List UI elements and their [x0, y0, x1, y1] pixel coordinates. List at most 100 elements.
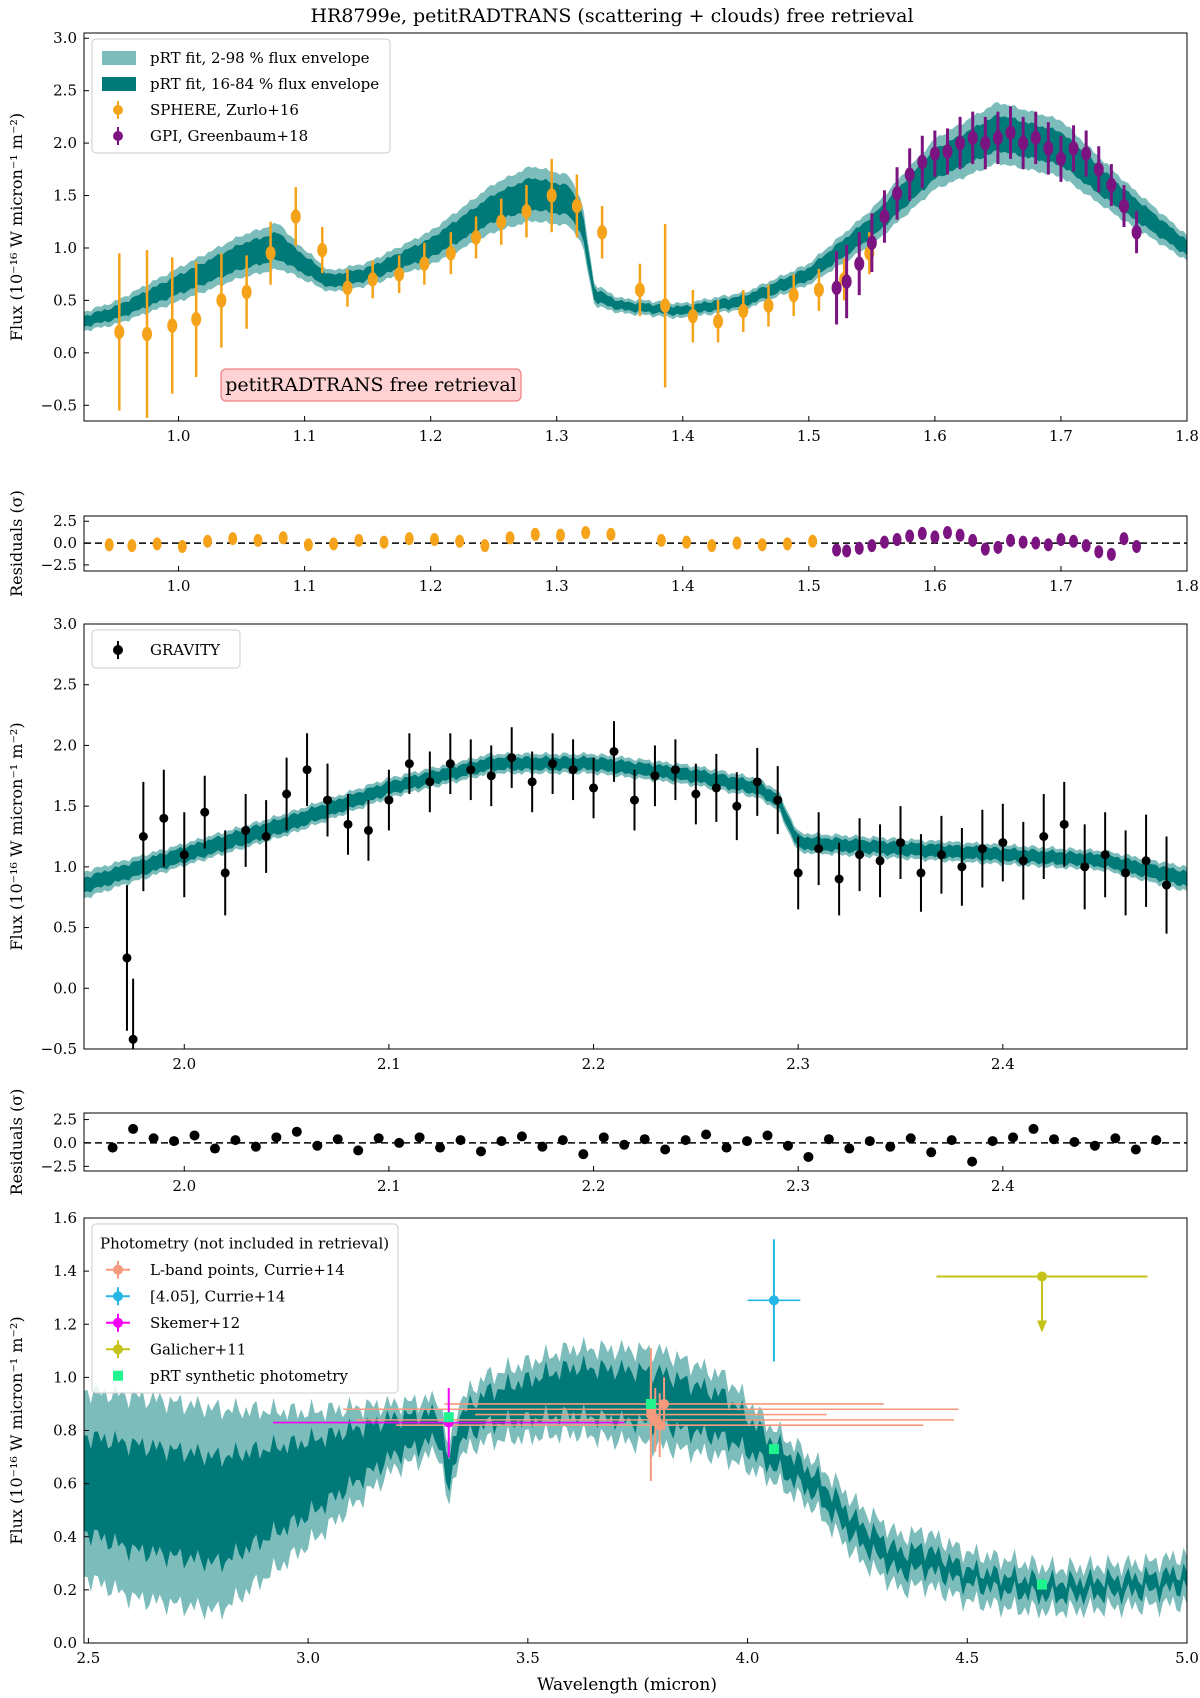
data-point [814, 844, 824, 854]
x-tick-label: 1.5 [797, 427, 821, 445]
x-tick-label: 3.0 [296, 1649, 320, 1667]
data-point [916, 868, 926, 878]
data-point [332, 1134, 343, 1145]
legend-label: Galicher+11 [150, 1340, 246, 1358]
data-point [179, 850, 189, 860]
y-tick-label: 0.5 [53, 291, 77, 309]
data-point [290, 209, 301, 224]
data-point [1056, 533, 1066, 547]
data-point [1089, 1140, 1100, 1151]
data-point [312, 1140, 323, 1151]
data-point [841, 274, 852, 289]
data-point [1131, 224, 1142, 240]
data-point [1069, 1137, 1080, 1147]
y-tick-label: 2.0 [53, 134, 77, 152]
legend-label: Skemer+12 [150, 1314, 240, 1332]
data-point [343, 819, 353, 829]
data-point [721, 1142, 732, 1153]
y-axis-label: Residuals (σ) [7, 1089, 26, 1196]
data-point [1110, 1133, 1121, 1144]
data-point [892, 533, 902, 547]
plot-area [84, 1123, 1187, 1167]
data-point [831, 280, 842, 296]
x-tick-label: 1.1 [293, 427, 317, 445]
data-point [425, 777, 435, 787]
data-point [654, 1420, 665, 1431]
x-tick-label: 2.2 [582, 1177, 606, 1195]
data-point [1130, 1144, 1141, 1155]
legend-box [91, 629, 241, 669]
plot-area [84, 101, 1187, 418]
x-tick-label: 2.3 [786, 1055, 810, 1073]
y-tick-label: 1.2 [53, 1315, 77, 1333]
data-point [701, 1129, 712, 1140]
data-point [782, 537, 792, 551]
data-point [659, 1398, 670, 1409]
data-point [768, 1295, 779, 1306]
data-point [486, 771, 496, 781]
data-point [1119, 532, 1129, 546]
data-point [323, 795, 333, 805]
data-point [568, 765, 578, 775]
data-point [1093, 162, 1104, 177]
data-point [936, 850, 946, 860]
data-point [507, 753, 517, 763]
legend-marker [113, 1264, 123, 1275]
panel4: 2.0 2.1 2.2 2.3 2.4 −2.5 0.0 2.5 Residuals (σ) [7, 1089, 1188, 1196]
data-point [1106, 177, 1117, 193]
data-point [905, 529, 915, 543]
legend-label: pRT fit, 2-98 % flux envelope [150, 49, 370, 67]
x-tick-label: 5.0 [1175, 1649, 1199, 1667]
x-tick-label: 1.6 [923, 427, 947, 445]
data-point [505, 531, 515, 545]
x-tick-label: 4.0 [736, 1649, 760, 1667]
legend-label: pRT fit, 16-84 % flux envelope [150, 75, 379, 93]
data-point [598, 1132, 609, 1143]
y-tick-label: −0.5 [41, 396, 77, 414]
data-point [455, 534, 465, 548]
data-point [1094, 545, 1104, 559]
data-point [1030, 130, 1041, 146]
data-point [682, 535, 692, 549]
data-point [1031, 536, 1041, 550]
data-point [1081, 146, 1092, 161]
plot-area [84, 1239, 1187, 1621]
data-point [844, 1143, 855, 1154]
x-tick-label: 1.5 [797, 577, 821, 595]
data-point [159, 813, 169, 823]
data-point [1055, 151, 1066, 167]
data-point [713, 314, 724, 329]
data-point [1162, 880, 1172, 890]
data-point [866, 235, 877, 250]
legend-marker [113, 1370, 123, 1381]
data-point [606, 527, 616, 541]
data-point [773, 795, 783, 805]
data-point [1006, 533, 1016, 547]
data-point [127, 539, 137, 553]
x-tick-label: 4.5 [955, 1649, 979, 1667]
x-axis-label: Wavelength (micron) [537, 1675, 717, 1695]
data-point [200, 807, 210, 817]
x-tick-label: 1.2 [419, 577, 443, 595]
data-point [353, 1145, 364, 1156]
data-point [581, 526, 591, 540]
data-point [1059, 819, 1069, 829]
data-point [209, 1143, 220, 1154]
data-point [1121, 868, 1131, 878]
y-tick-label: 0.2 [53, 1581, 77, 1599]
envelope-16-84 [84, 755, 1187, 893]
data-point [823, 1134, 834, 1145]
legend-marker [113, 1317, 123, 1328]
data-point [342, 280, 353, 296]
y-tick-label: −2.5 [41, 556, 77, 574]
data-point [879, 209, 890, 224]
data-point [875, 856, 885, 866]
data-point [1043, 141, 1054, 156]
data-point [993, 540, 1003, 554]
data-point [707, 539, 717, 553]
data-point [546, 188, 557, 203]
data-point [691, 789, 701, 799]
y-axis-label: Flux (10⁻¹⁶ W micron⁻¹ m⁻²) [7, 722, 26, 950]
legend-title: Photometry (not included in retrieval) [100, 1235, 389, 1253]
